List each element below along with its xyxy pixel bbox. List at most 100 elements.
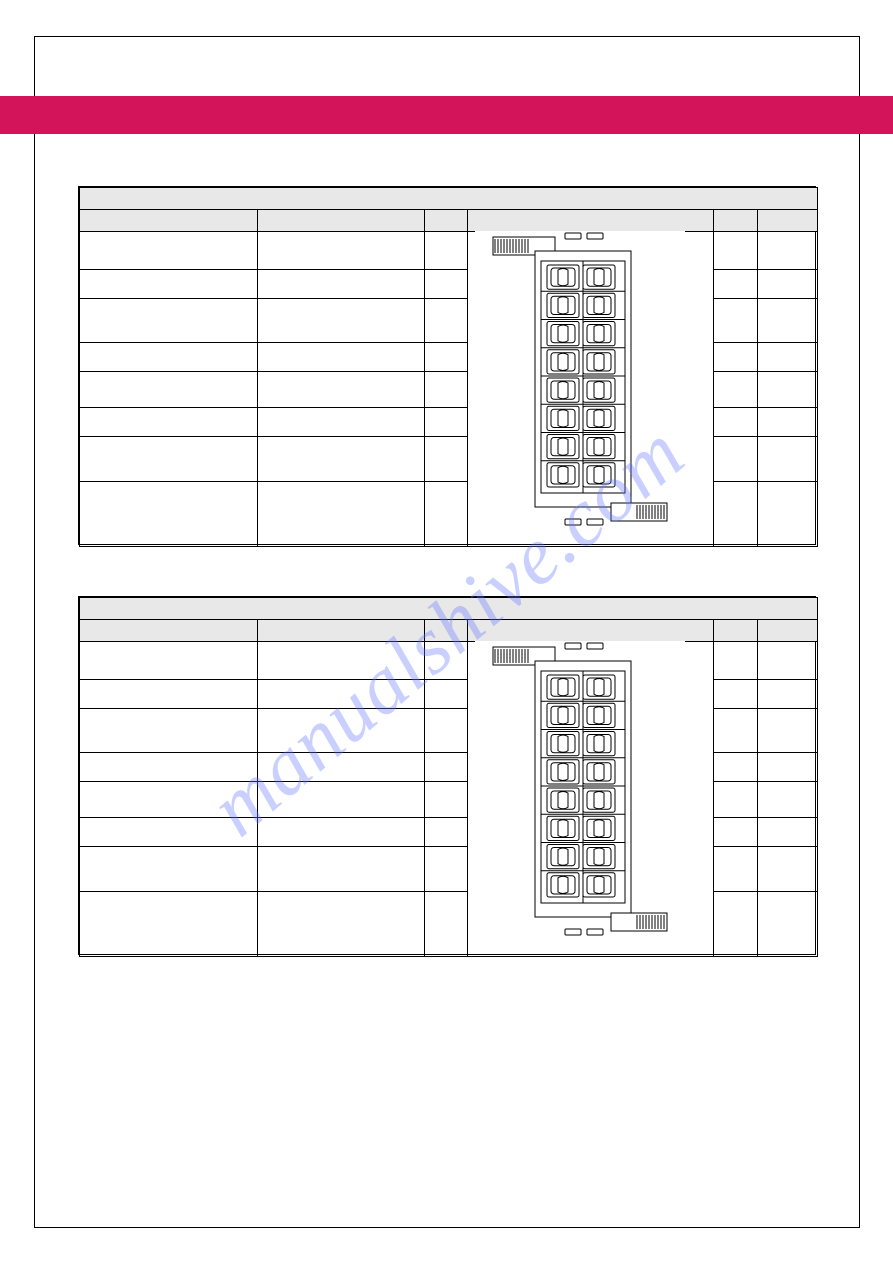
t1-r6c0 (80, 437, 258, 482)
t2-r3c0 (80, 753, 258, 782)
t1-r5c1 (258, 408, 425, 437)
t1-r0c0 (80, 232, 258, 270)
t2-r5c4 (758, 818, 818, 847)
t2-col-3 (468, 620, 714, 642)
t1-r3c2 (425, 343, 468, 372)
t2-r3c3 (714, 753, 758, 782)
t1-r3c3 (714, 343, 758, 372)
t2-r1c1 (258, 680, 425, 709)
t1-r2c1 (258, 299, 425, 343)
t1-col-0 (80, 210, 258, 232)
t2-col-4 (714, 620, 758, 642)
t1-r6c3 (714, 437, 758, 482)
t1-col-4 (714, 210, 758, 232)
t1-r0c4 (758, 232, 818, 270)
t2-r4c3 (714, 782, 758, 818)
t1-r7c4 (758, 482, 818, 547)
t2-r4c1 (258, 782, 425, 818)
pinout-table-1 (78, 186, 816, 545)
t2-r1c2 (425, 680, 468, 709)
t1-r5c4 (758, 408, 818, 437)
t2-r4c2 (425, 782, 468, 818)
t1-r7c0 (80, 482, 258, 547)
t1-col-3 (468, 210, 714, 232)
t1-r2c3 (714, 299, 758, 343)
t1-r1c4 (758, 270, 818, 299)
t2-r0c1 (258, 642, 425, 680)
t1-r1c3 (714, 270, 758, 299)
t2-r7c0 (80, 892, 258, 957)
t1-r4c3 (714, 372, 758, 408)
t1-col-2 (425, 210, 468, 232)
t2-connector-cell (468, 642, 714, 957)
t1-r5c0 (80, 408, 258, 437)
t2-r6c4 (758, 847, 818, 892)
t2-r2c0 (80, 709, 258, 753)
t2-r5c0 (80, 818, 258, 847)
pinout-table-2-grid (79, 597, 818, 957)
t1-r1c0 (80, 270, 258, 299)
t1-r5c2 (425, 408, 468, 437)
t2-r2c4 (758, 709, 818, 753)
t2-col-0 (80, 620, 258, 642)
t2-r3c4 (758, 753, 818, 782)
t2-r2c1 (258, 709, 425, 753)
t1-r6c2 (425, 437, 468, 482)
t2-col-1 (258, 620, 425, 642)
t2-r4c4 (758, 782, 818, 818)
t1-r1c1 (258, 270, 425, 299)
t1-r4c2 (425, 372, 468, 408)
t1-title (80, 188, 818, 210)
t1-r7c3 (714, 482, 758, 547)
t2-r6c3 (714, 847, 758, 892)
t2-col-2 (425, 620, 468, 642)
t1-r4c0 (80, 372, 258, 408)
t2-r0c2 (425, 642, 468, 680)
t1-r2c0 (80, 299, 258, 343)
t1-col-5 (758, 210, 818, 232)
pinout-table-2 (78, 596, 816, 955)
t2-r4c0 (80, 782, 258, 818)
t1-r3c0 (80, 343, 258, 372)
t2-r3c1 (258, 753, 425, 782)
t2-r1c0 (80, 680, 258, 709)
t1-r0c2 (425, 232, 468, 270)
t1-r6c4 (758, 437, 818, 482)
t1-r3c4 (758, 343, 818, 372)
t1-r7c1 (258, 482, 425, 547)
t2-r7c3 (714, 892, 758, 957)
t1-connector-cell (468, 232, 714, 547)
t2-r0c3 (714, 642, 758, 680)
t2-r3c2 (425, 753, 468, 782)
t2-r6c0 (80, 847, 258, 892)
t2-title (80, 598, 818, 620)
t2-r6c2 (425, 847, 468, 892)
t1-r2c4 (758, 299, 818, 343)
t1-r2c2 (425, 299, 468, 343)
t2-r0c4 (758, 642, 818, 680)
t2-r0c0 (80, 642, 258, 680)
t2-r2c2 (425, 709, 468, 753)
t1-r0c1 (258, 232, 425, 270)
t2-col-5 (758, 620, 818, 642)
t2-r7c2 (425, 892, 468, 957)
t2-r1c3 (714, 680, 758, 709)
t1-r3c1 (258, 343, 425, 372)
t2-r5c2 (425, 818, 468, 847)
t2-r7c4 (758, 892, 818, 957)
t1-col-1 (258, 210, 425, 232)
t2-r5c1 (258, 818, 425, 847)
t1-r0c3 (714, 232, 758, 270)
pinout-table-1-grid (79, 187, 818, 547)
t2-r5c3 (714, 818, 758, 847)
t2-r6c1 (258, 847, 425, 892)
t2-r2c3 (714, 709, 758, 753)
t2-r7c1 (258, 892, 425, 957)
t1-r6c1 (258, 437, 425, 482)
t1-r1c2 (425, 270, 468, 299)
t1-r4c1 (258, 372, 425, 408)
t2-r1c4 (758, 680, 818, 709)
t1-r5c3 (714, 408, 758, 437)
t1-r7c2 (425, 482, 468, 547)
header-bar (0, 96, 893, 134)
